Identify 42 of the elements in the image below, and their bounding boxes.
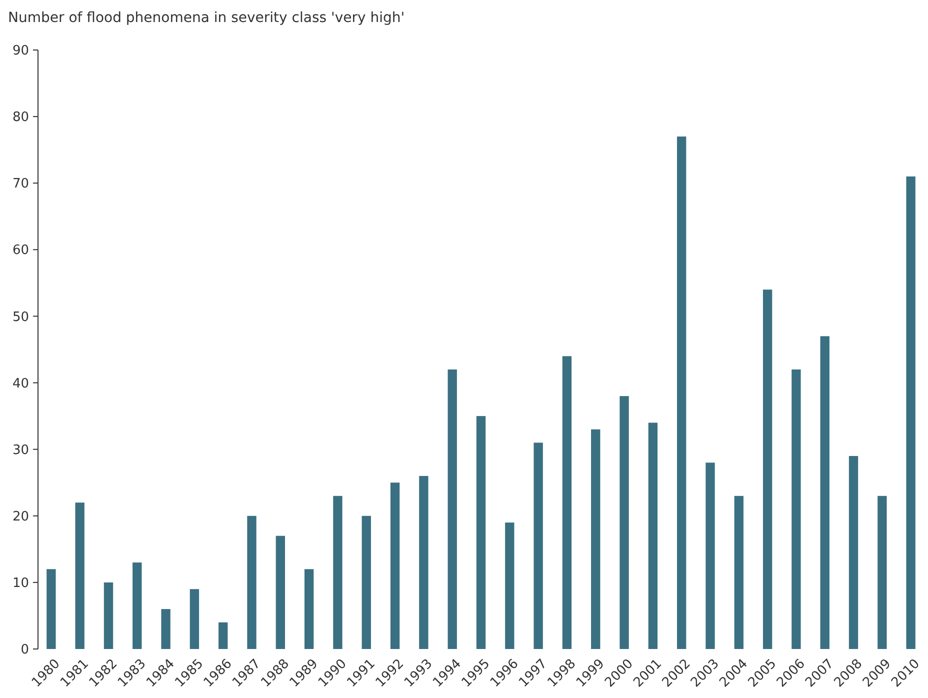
- bar: [218, 622, 228, 649]
- chart-title: Number of flood phenomena in severity class 'very high': [8, 10, 405, 26]
- bar: [906, 176, 916, 649]
- bar: [304, 569, 314, 649]
- bar: [620, 396, 629, 649]
- y-tick-label: 40: [12, 376, 29, 392]
- bar: [591, 429, 600, 649]
- bar: [247, 516, 256, 649]
- y-tick-label: 70: [12, 176, 29, 192]
- y-tick-label: 60: [12, 243, 29, 258]
- bar: [362, 516, 371, 649]
- bar: [706, 462, 715, 649]
- bar: [476, 416, 486, 649]
- bar: [648, 422, 658, 649]
- bar: [190, 589, 200, 649]
- y-tick-label: 10: [12, 576, 29, 591]
- bar: [676, 136, 686, 649]
- bar: [562, 356, 572, 649]
- bar: [848, 456, 858, 649]
- y-tick-label: 30: [12, 442, 29, 458]
- bar: [161, 609, 170, 649]
- bar: [104, 582, 114, 649]
- bar: [820, 336, 830, 649]
- y-tick-label: 80: [12, 110, 29, 126]
- bar: [534, 442, 543, 649]
- bar: [734, 496, 744, 649]
- bar: [792, 369, 801, 649]
- bar: [878, 496, 887, 649]
- bar: [419, 476, 428, 649]
- bar: [333, 496, 342, 649]
- bar: [132, 562, 142, 649]
- bar: [505, 522, 514, 649]
- bar: [75, 502, 84, 649]
- y-tick-label: 50: [12, 310, 29, 325]
- y-tick-label: 0: [20, 642, 29, 658]
- bar: [762, 290, 772, 649]
- bar: [448, 369, 457, 649]
- y-tick-label: 90: [12, 44, 29, 59]
- bar: [390, 482, 400, 649]
- y-tick-label: 20: [12, 509, 29, 524]
- bar: [46, 569, 56, 649]
- bar: [276, 536, 285, 649]
